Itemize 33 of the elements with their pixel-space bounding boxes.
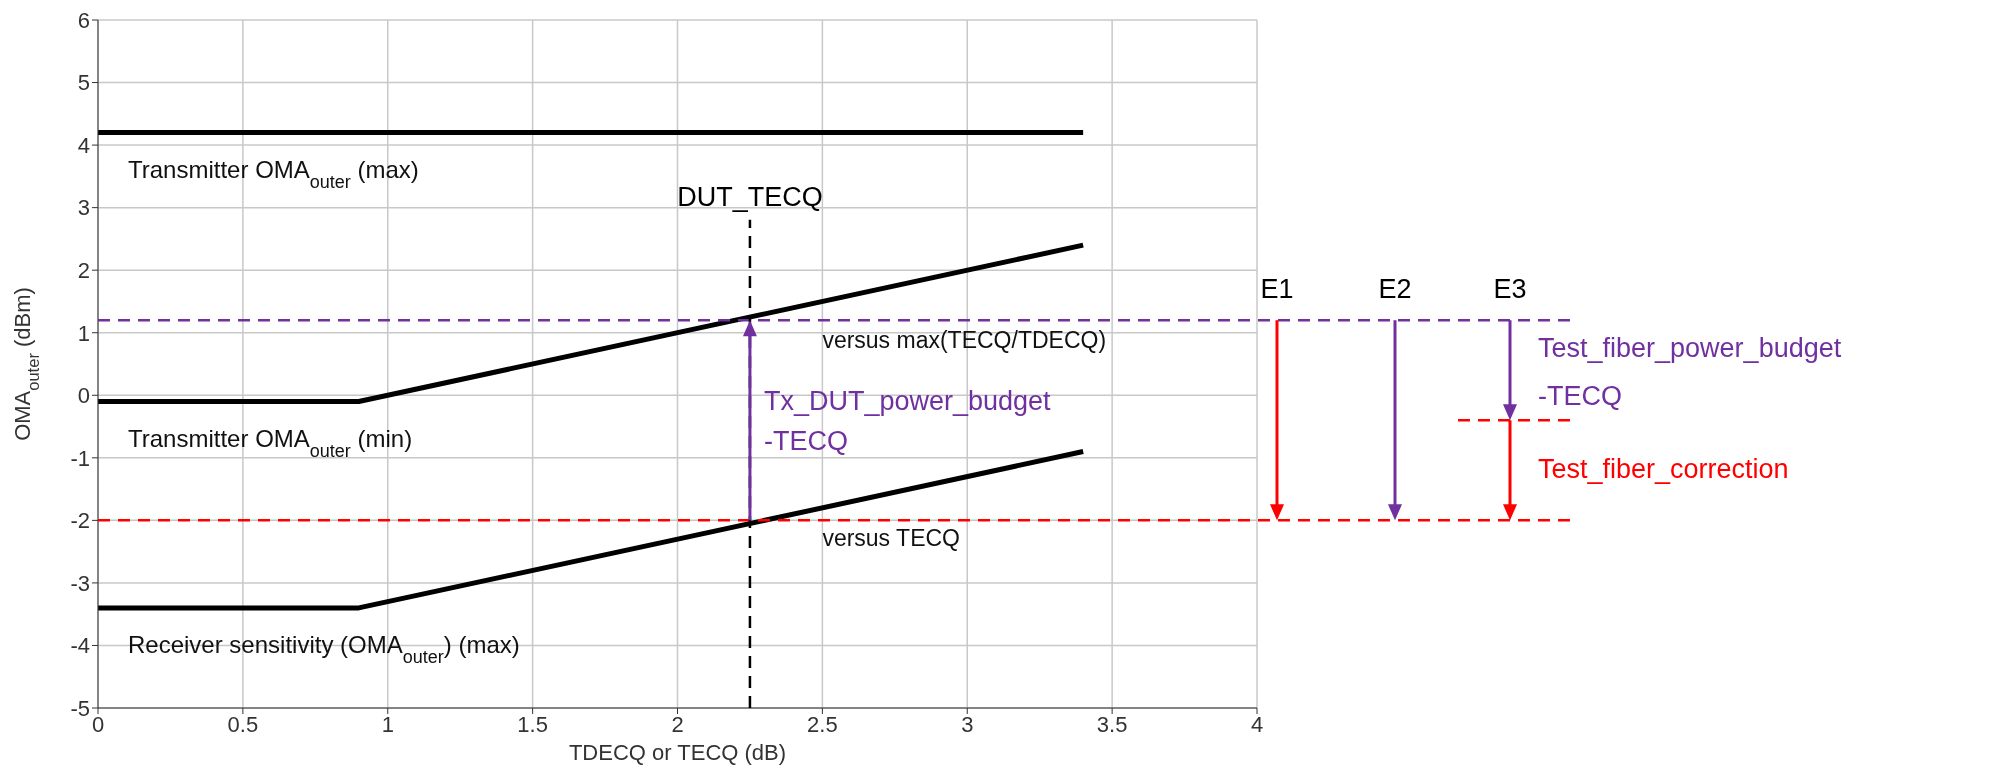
y-tick-label: -5 xyxy=(70,695,90,721)
series-label: Transmitter OMA$_{outer}$ (min) xyxy=(128,424,413,461)
x-axis-title: TDECQ or TECQ (dB) xyxy=(568,740,787,765)
x-tick-label: 0.5 xyxy=(227,711,259,737)
annotation: versus max(TECQ/TDECQ) xyxy=(822,326,1107,353)
x-tick-label: 3.5 xyxy=(1096,711,1128,737)
y-tick-label: 2 xyxy=(77,257,90,283)
annotation: versus TECQ xyxy=(822,524,960,551)
y-tick-label: 5 xyxy=(77,70,90,96)
text: E2 xyxy=(1378,274,1412,305)
y-tick-label: -2 xyxy=(70,508,90,534)
y-tick-label: 3 xyxy=(77,195,90,221)
text: E1 xyxy=(1260,274,1294,305)
x-tick-label: 1 xyxy=(381,711,394,737)
y-tick-label: -3 xyxy=(70,570,90,596)
annotation: Tx_DUT_power_budget -TECQ xyxy=(763,386,1052,457)
x-tick-label: 2 xyxy=(671,711,684,737)
y-tick-label: 0 xyxy=(77,383,90,409)
series-label: Transmitter OMA$_{outer}$ (max) xyxy=(128,155,419,192)
y-tick-label: -4 xyxy=(70,633,90,659)
y-tick-label: 4 xyxy=(77,132,90,158)
text: Test_fiber_power_budget -TECQ xyxy=(1538,333,1842,412)
series-label: Receiver sensitivity (OMA$_{outer}$) (max) xyxy=(128,630,520,667)
x-tick-label: 2.5 xyxy=(807,711,838,737)
x-tick-label: 4 xyxy=(1250,711,1264,737)
x-tick-label: 3 xyxy=(961,711,974,737)
ref-line-label: Test_fiber_correction xyxy=(1538,454,1789,485)
y-tick-label: 6 xyxy=(77,7,90,33)
y-tick-label: -1 xyxy=(70,445,90,471)
text: E3 xyxy=(1493,274,1527,305)
ref-line-label: DUT_TECQ xyxy=(677,181,823,212)
y-tick-label: 1 xyxy=(77,320,90,346)
x-tick-label: 1.5 xyxy=(517,711,548,737)
